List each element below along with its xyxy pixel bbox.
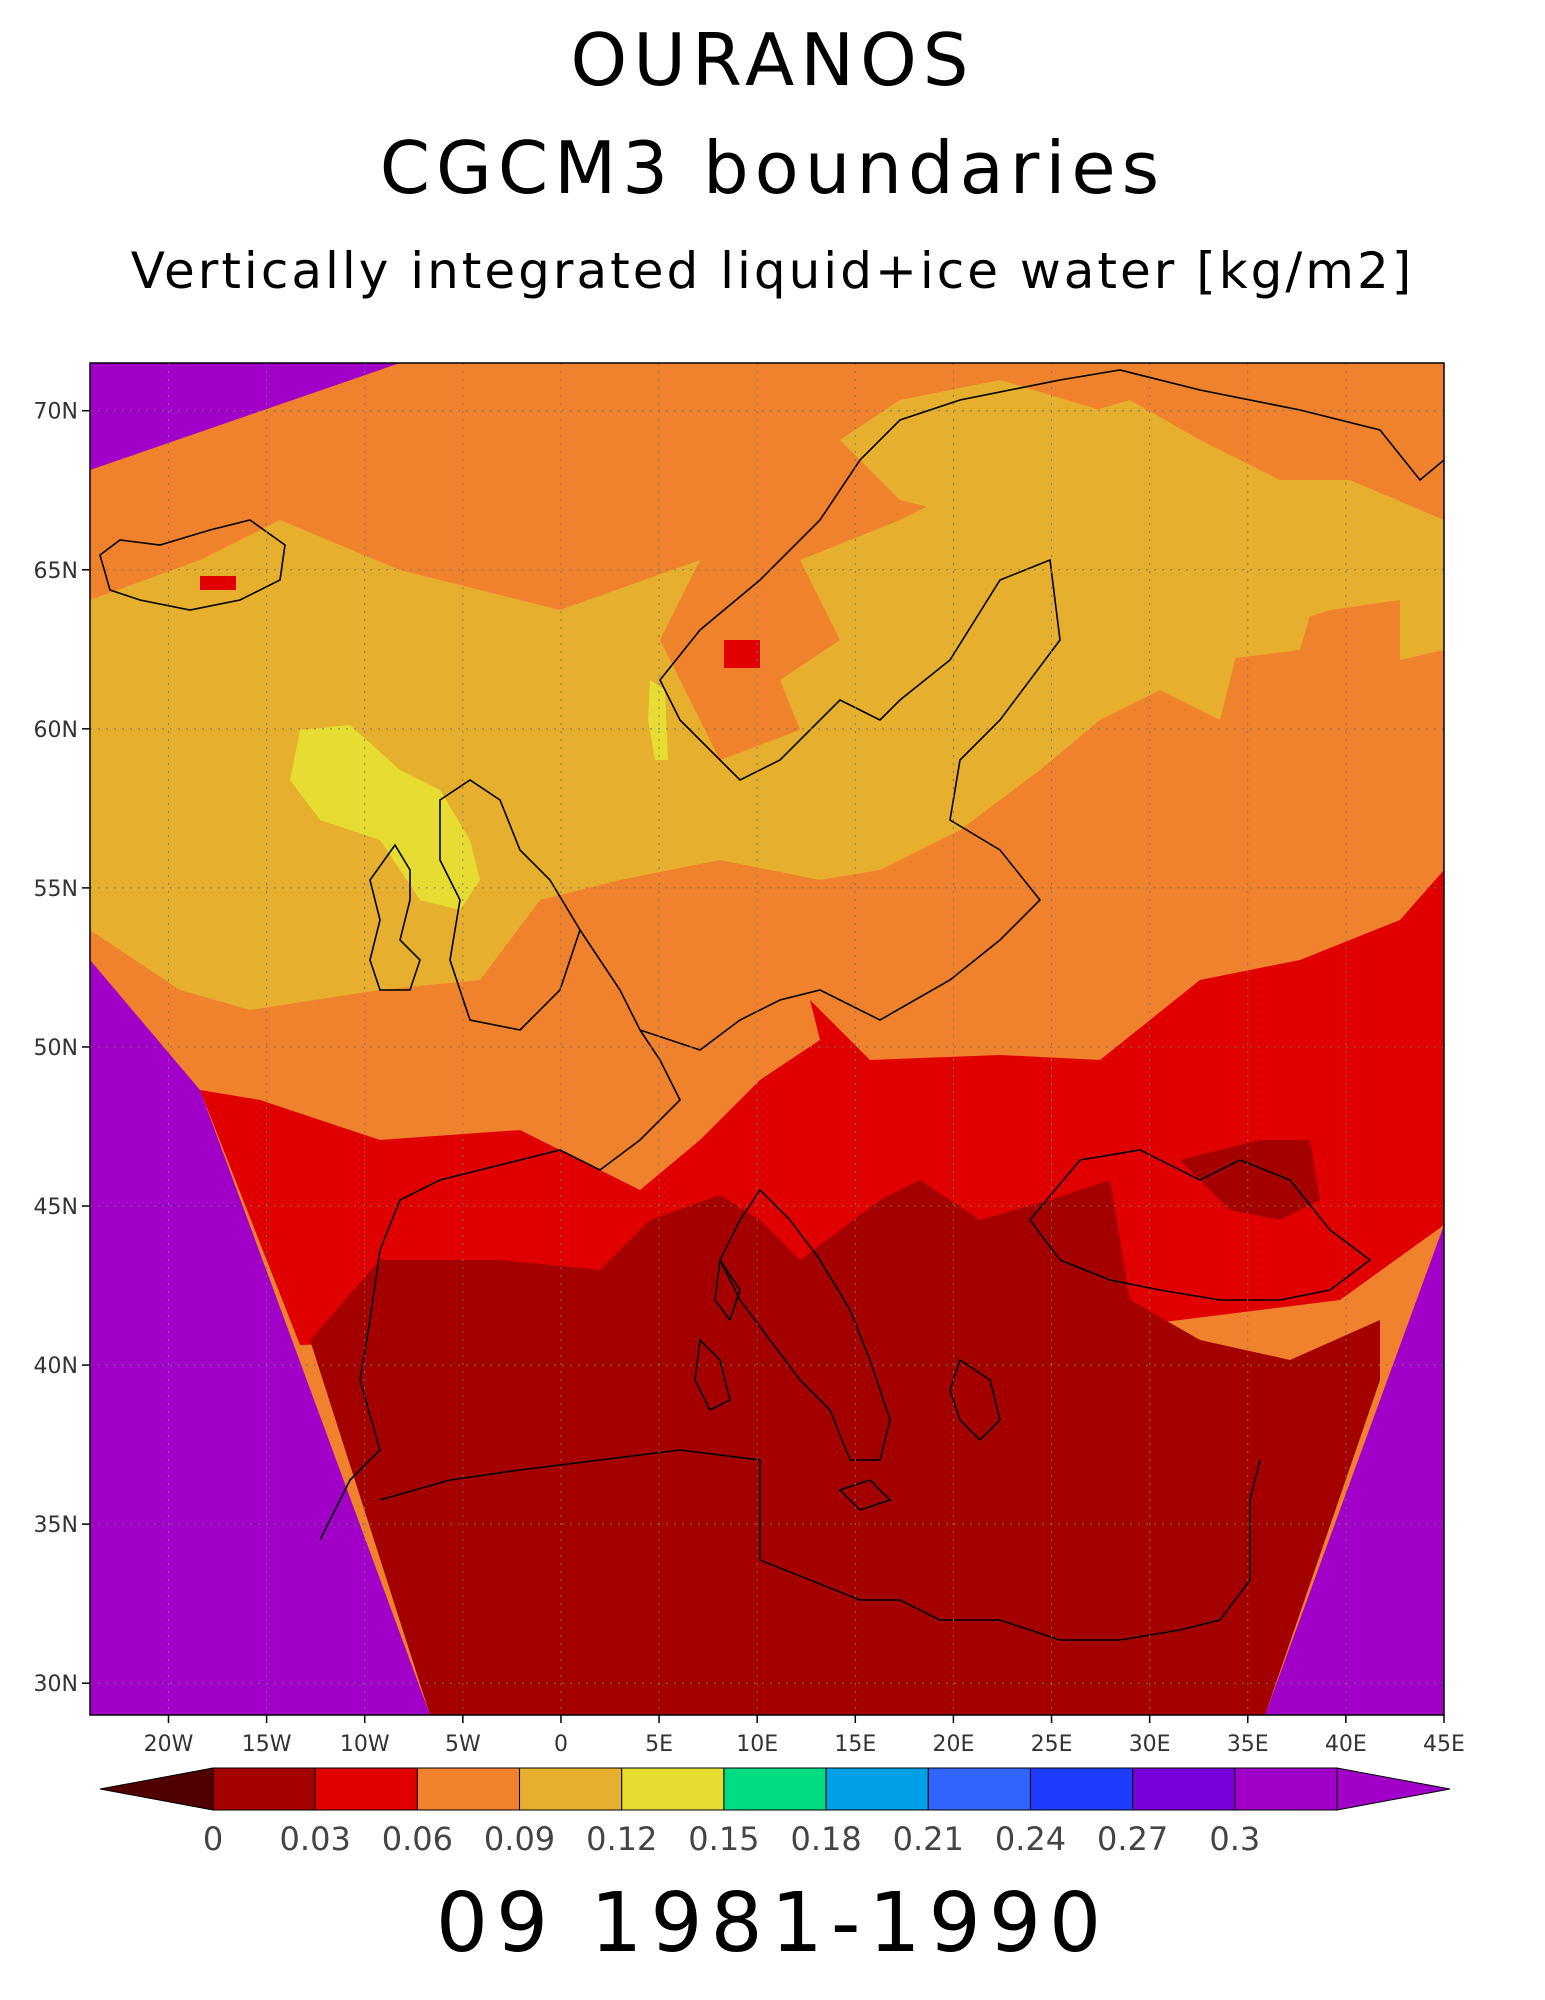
colorbar-swatch bbox=[825, 1767, 929, 1811]
field-max-iceland bbox=[200, 576, 236, 590]
colorbar-swatch bbox=[723, 1767, 827, 1811]
colorbar-swatch bbox=[212, 1767, 316, 1811]
footer-period: 09 1981-1990 bbox=[435, 1876, 1110, 1971]
colorbar-over-arrow bbox=[1336, 1767, 1451, 1811]
latitude-ticks: 70N 65N 60N 55N 50N 45N 40N 35N 30N bbox=[34, 400, 90, 1697]
colorbar-label: 0.3 bbox=[1209, 1820, 1260, 1858]
lon-tick-label: 40E bbox=[1325, 1732, 1367, 1757]
lon-tick-label: 15E bbox=[834, 1732, 876, 1757]
colorbar-swatch bbox=[519, 1767, 623, 1811]
lat-tick-label: 30N bbox=[34, 1672, 78, 1697]
lon-tick-label: 0 bbox=[554, 1732, 568, 1757]
field-max-norway bbox=[724, 640, 760, 668]
title-line-2: CGCM3 boundaries bbox=[379, 126, 1166, 210]
lon-tick-label: 10E bbox=[736, 1732, 778, 1757]
lon-tick-label: 5W bbox=[445, 1732, 481, 1757]
lat-tick-label: 65N bbox=[34, 559, 78, 584]
colorbar-label: 0.12 bbox=[586, 1820, 657, 1858]
field-band-0-03-blacksea bbox=[1180, 1140, 1320, 1220]
lat-tick-label: 60N bbox=[34, 718, 78, 743]
colorbar-swatch bbox=[1029, 1767, 1134, 1811]
longitude-ticks: 20W 15W 10W 5W 0 5E 10E 15E 20E 25E 30E 35E 40E 45E bbox=[144, 1715, 1465, 1757]
lat-tick-label: 45N bbox=[34, 1195, 78, 1220]
grid-lines bbox=[90, 363, 1444, 1715]
field-band-12-15-norway bbox=[648, 680, 668, 760]
lon-tick-label: 45E bbox=[1423, 1732, 1465, 1757]
lon-tick-label: 5E bbox=[645, 1732, 673, 1757]
lon-tick-label: 15W bbox=[242, 1732, 292, 1757]
colorbar-label: 0 bbox=[203, 1820, 223, 1858]
colorbar-swatch bbox=[927, 1767, 1031, 1811]
lat-tick-label: 70N bbox=[34, 400, 78, 425]
colorbar-under-arrow bbox=[99, 1767, 214, 1811]
colorbar-label: 0.15 bbox=[688, 1820, 759, 1858]
colorbar-swatch bbox=[621, 1767, 725, 1811]
colorbar-label: 0.09 bbox=[484, 1820, 555, 1858]
lon-tick-label: 35E bbox=[1227, 1732, 1269, 1757]
lon-tick-label: 25E bbox=[1031, 1732, 1073, 1757]
lat-tick-label: 40N bbox=[34, 1354, 78, 1379]
lon-tick-label: 20E bbox=[932, 1732, 974, 1757]
colorbar-swatch bbox=[416, 1767, 521, 1811]
lon-tick-label: 30E bbox=[1129, 1732, 1171, 1757]
map-plot-area bbox=[90, 363, 1444, 1715]
coastlines bbox=[99, 369, 1444, 1641]
colorbar-swatch bbox=[1132, 1767, 1236, 1811]
lon-tick-label: 20W bbox=[144, 1732, 194, 1757]
lon-tick-label: 10W bbox=[340, 1732, 390, 1757]
colorbar-label: 0.18 bbox=[790, 1820, 861, 1858]
field-band-09-12-east bbox=[1180, 540, 1320, 660]
title-line-1: OURANOS bbox=[570, 18, 975, 102]
field-band-03-06 bbox=[200, 870, 1444, 1345]
colorbar-swatch bbox=[1234, 1767, 1338, 1811]
colorbar: 0 0.03 0.06 0.09 0.12 0.15 0.18 0.21 0.24 0.27 0.3 bbox=[99, 1767, 1451, 1858]
colorbar-label: 0.27 bbox=[1097, 1820, 1168, 1858]
field-band-09-12-north bbox=[840, 380, 1100, 520]
lat-tick-label: 50N bbox=[34, 1036, 78, 1061]
plot-frame bbox=[89, 362, 1445, 1716]
title-variable: Vertically integrated liquid+ice water [… bbox=[130, 242, 1415, 300]
colorbar-label: 0.03 bbox=[280, 1820, 351, 1858]
colorbar-label: 0.06 bbox=[382, 1820, 453, 1858]
colorbar-label: 0.21 bbox=[893, 1820, 964, 1858]
lat-tick-label: 35N bbox=[34, 1513, 78, 1538]
lat-tick-label: 55N bbox=[34, 877, 78, 902]
field-band-12-15 bbox=[290, 725, 480, 910]
colorbar-swatch bbox=[314, 1767, 418, 1811]
colorbar-label: 0.24 bbox=[995, 1820, 1066, 1858]
